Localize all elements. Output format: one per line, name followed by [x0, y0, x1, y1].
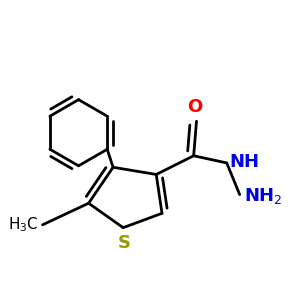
Text: O: O: [188, 98, 203, 116]
Text: NH$_2$: NH$_2$: [244, 186, 283, 206]
Text: H$_3$C: H$_3$C: [8, 215, 39, 234]
Text: S: S: [118, 234, 131, 252]
Text: NH: NH: [230, 152, 260, 170]
